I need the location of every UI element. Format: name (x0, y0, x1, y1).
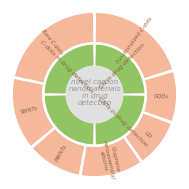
Wedge shape (44, 95, 94, 145)
Circle shape (67, 67, 122, 122)
Wedge shape (95, 12, 173, 79)
Text: novel carbon
nanomaterials
in drug
detection: novel carbon nanomaterials in drug detec… (68, 79, 121, 106)
Text: GN in drug detection: GN in drug detection (99, 43, 146, 90)
Text: MWNTs: MWNTs (54, 143, 68, 162)
Wedge shape (44, 44, 94, 94)
Wedge shape (144, 71, 177, 122)
Text: GQDs: GQDs (154, 94, 169, 99)
Text: Graphene
nanoassembly/
adsorns: Graphene nanoassembly/ adsorns (97, 139, 122, 181)
Text: GO: GO (143, 131, 153, 140)
Text: CNTs in drug detection: CNTs in drug detection (97, 97, 148, 148)
Wedge shape (14, 12, 94, 83)
Text: C-dots in drug detection: C-dots in drug detection (39, 39, 94, 94)
Text: Functionalized C-dots: Functionalized C-dots (115, 16, 153, 65)
Text: Bare C-dots: Bare C-dots (41, 29, 64, 56)
Wedge shape (95, 44, 145, 94)
Wedge shape (95, 95, 145, 145)
Wedge shape (125, 113, 171, 161)
Wedge shape (32, 129, 85, 175)
Wedge shape (81, 138, 141, 177)
Text: SWNTs: SWNTs (20, 106, 39, 115)
Wedge shape (12, 78, 54, 146)
